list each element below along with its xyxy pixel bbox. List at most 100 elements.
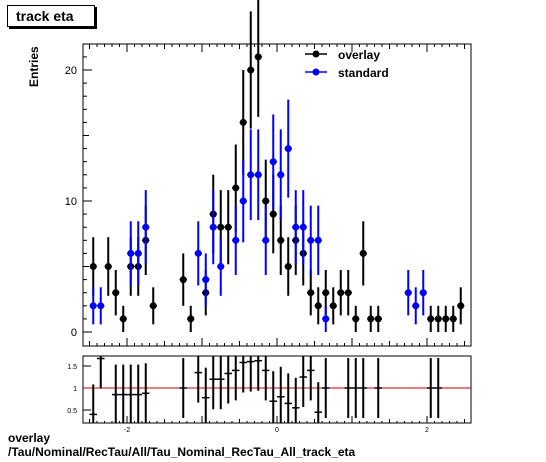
ratio-point [322, 358, 330, 418]
ratio-point [262, 356, 270, 401]
standard-point [142, 190, 150, 265]
overlay-point [187, 305, 195, 332]
standard-marker [307, 236, 315, 244]
standard-point [97, 287, 105, 325]
ratio-point [89, 384, 97, 423]
legend-overlay-marker [312, 50, 320, 58]
standard-point [217, 237, 225, 296]
overlay-point [427, 305, 435, 332]
overlay-marker [322, 289, 330, 297]
overlay-marker [337, 289, 345, 297]
ratio-point [119, 364, 127, 423]
standard-point [194, 221, 202, 286]
standard-point [262, 205, 270, 275]
overlay-marker [239, 118, 247, 126]
main-axis-ticks: 0 10 20 [65, 44, 465, 346]
standard-point [209, 190, 217, 265]
ratio-point [277, 366, 285, 423]
legend-overlay-label: overlay [338, 48, 380, 62]
overlay-marker [104, 263, 112, 270]
overlay-marker [269, 210, 277, 218]
standard-marker [277, 171, 285, 179]
overlay-point [442, 305, 450, 332]
ratio-point [232, 356, 240, 401]
overlay-point [254, 0, 262, 117]
overlay-marker [224, 223, 232, 231]
overlay-marker [427, 315, 435, 323]
standard-point [254, 129, 262, 221]
overlay-marker [352, 315, 360, 323]
standard-point [232, 205, 240, 275]
standard-marker [217, 263, 225, 270]
standard-marker [89, 302, 97, 310]
ratio-point [224, 356, 232, 404]
standard-marker [194, 249, 202, 257]
standard-point [412, 287, 420, 325]
standard-point [307, 205, 315, 275]
overlay-marker [254, 53, 262, 61]
standard-marker [292, 223, 300, 231]
ratio-point [352, 358, 360, 418]
standard-point [299, 190, 307, 265]
standard-marker [269, 158, 277, 166]
standard-marker [134, 249, 142, 257]
ratio-point [344, 358, 352, 418]
standard-point [89, 287, 97, 325]
standard-marker [142, 223, 150, 231]
standard-marker [404, 289, 412, 297]
overlay-marker [449, 315, 457, 323]
overlay-marker [367, 315, 375, 323]
overlay-point [359, 221, 367, 286]
ratio-x-tick-label: -2 [124, 427, 130, 434]
ratio-x-tick-label: 2 [425, 427, 429, 434]
ratio-point [434, 358, 442, 418]
overlay-point [89, 237, 97, 296]
y-tick-label: 0 [71, 327, 77, 339]
standard-point [322, 305, 330, 332]
overlay-point [307, 270, 315, 316]
standard-point [134, 221, 142, 286]
standard-point [277, 129, 285, 221]
overlay-point [449, 305, 457, 332]
standard-marker [262, 236, 270, 244]
main-plot-frame [82, 43, 472, 347]
ratio-point [299, 356, 307, 407]
standard-marker [314, 236, 322, 244]
standard-marker [284, 145, 292, 153]
ratio-point [202, 367, 210, 423]
overlay-point [434, 305, 442, 332]
overlay-marker [232, 184, 240, 192]
ratio-point [374, 358, 382, 418]
standard-point [202, 253, 210, 306]
ratio-point [292, 377, 300, 423]
legend: overlay standard [305, 48, 389, 80]
overlay-point [239, 70, 247, 175]
overlay-point [367, 305, 375, 332]
standard-marker [239, 197, 247, 205]
standard-point [419, 270, 427, 316]
overlay-point [149, 287, 157, 325]
ratio-point [269, 371, 277, 423]
ratio-plot-frame [82, 355, 472, 424]
footer-line-2: /Tau/Nominal/RecTau/All/Tau_Nominal_RecT… [8, 445, 356, 459]
standard-marker [127, 249, 135, 257]
overlay-point [457, 287, 465, 325]
legend-standard-marker [312, 68, 320, 76]
standard-marker [254, 171, 262, 179]
standard-marker [322, 315, 330, 323]
standard-point [404, 270, 412, 316]
standard-marker [209, 223, 217, 231]
overlay-marker [314, 302, 322, 310]
overlay-marker [217, 223, 225, 231]
overlay-point [329, 287, 337, 325]
overlay-marker [284, 263, 292, 270]
ratio-point [307, 356, 315, 401]
ratio-point [254, 356, 262, 391]
main-series-group [89, 0, 465, 332]
standard-point [247, 129, 255, 221]
ratio-point [127, 364, 135, 423]
overlay-point [284, 237, 292, 296]
standard-marker [97, 302, 105, 310]
ratio-series-group [83, 356, 471, 423]
